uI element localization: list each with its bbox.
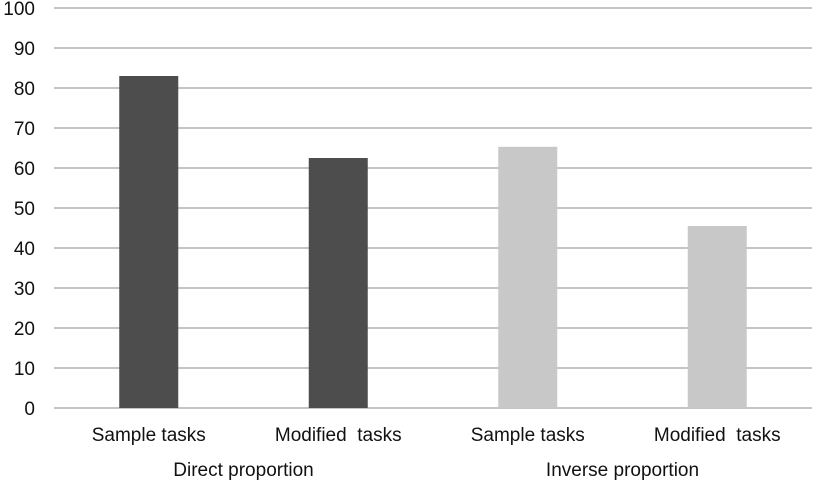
y-axis-tick-labels: 0 10 20 30 40 50 60 70 80 90 100 [3,0,35,420]
bar [119,76,179,408]
y-tick-label: 100 [3,0,35,20]
category-label: Modified tasks [275,425,402,446]
y-tick-label: 20 [14,319,35,340]
y-tick-label: 10 [14,359,35,380]
bars [119,76,747,409]
y-tick-label: 50 [14,199,35,220]
y-tick-label: 0 [24,399,35,420]
category-labels: Sample tasks Modified tasks Sample tasks Mo… [92,425,781,446]
group-label: Inverse proportion [546,460,699,481]
y-tick-label: 90 [14,39,35,60]
group-labels: Direct proportion Inverse proportion [173,460,699,481]
gridlines [54,7,812,409]
bar [498,146,558,409]
y-tick-label: 70 [14,119,35,140]
bar [308,158,368,408]
y-tick-label: 80 [14,79,35,100]
category-label: Sample tasks [471,425,585,446]
y-tick-label: 60 [14,159,35,180]
category-label: Sample tasks [92,425,206,446]
group-label: Direct proportion [173,460,313,481]
y-tick-label: 30 [14,279,35,300]
category-label: Modified tasks [654,425,781,446]
bar [687,226,747,408]
y-tick-label: 40 [14,239,35,260]
